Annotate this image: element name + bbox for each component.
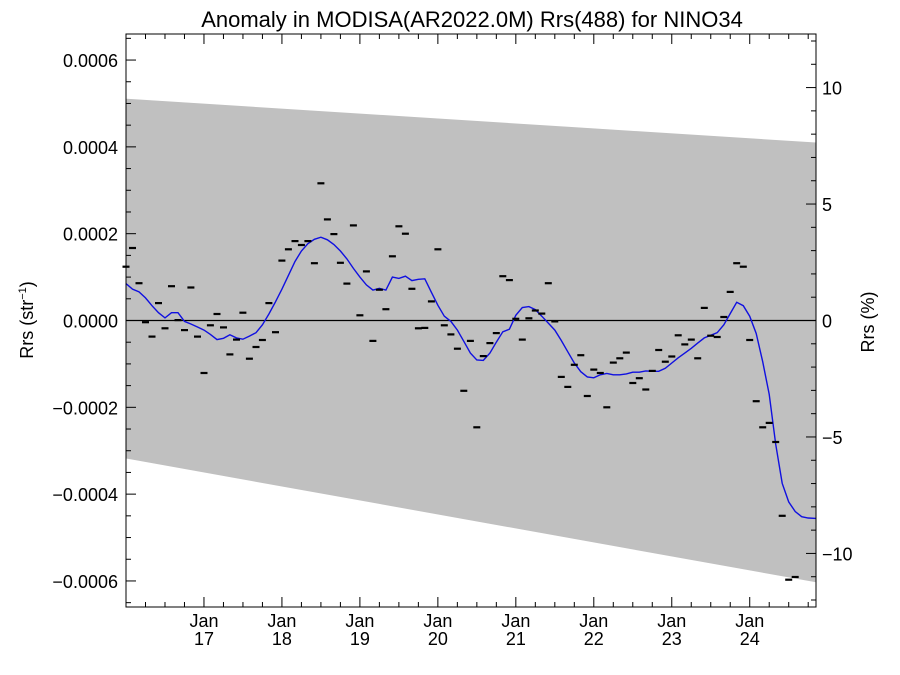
plot-area: 0.0006 0.0004 0.0002 0.0000 −0.0002 −0.0004 −0…	[52, 33, 853, 649]
y-axis-left-label-superscript: −1	[17, 287, 29, 300]
y-right-tick-label-4: −10	[822, 544, 853, 564]
y-left-tick-label-6: −0.0006	[52, 572, 118, 592]
chart-title: Anomaly in MODISA(AR2022.0M) Rrs(488) fo…	[201, 7, 743, 32]
running-mean-line	[125, 236, 817, 520]
x-tick-month-1: Jan	[267, 611, 296, 631]
y-axis-right-label: Rrs (%)	[858, 292, 878, 353]
y-axis-left-label: Rrs (str−1)	[17, 281, 37, 359]
x-tick-year-1: 18	[272, 629, 292, 649]
x-tick-month-4: Jan	[501, 611, 530, 631]
y-axis-left-label-close: )	[17, 281, 37, 287]
y-left-tick-label-5: −0.0004	[52, 485, 118, 505]
x-tick-month-5: Jan	[579, 611, 608, 631]
x-tick-month-6: Jan	[657, 611, 686, 631]
x-tick-month-7: Jan	[735, 611, 764, 631]
y-left-tick-label-3: 0.0000	[63, 312, 118, 332]
x-tick-month-2: Jan	[345, 611, 374, 631]
y-right-tick-label-0: 10	[822, 79, 842, 99]
x-tick-year-4: 21	[506, 629, 526, 649]
y-left-tick-label-2: 0.0002	[63, 225, 118, 245]
x-tick-year-3: 20	[428, 629, 448, 649]
x-tick-month-3: Jan	[423, 611, 452, 631]
x-tick-year-0: 17	[194, 629, 214, 649]
y-left-tick-label-1: 0.0004	[63, 138, 118, 158]
y-left-tick-label-4: −0.0002	[52, 398, 118, 418]
y-right-tick-label-2: 0	[822, 312, 832, 332]
x-tick-month-0: Jan	[189, 611, 218, 631]
x-tick-year-5: 22	[584, 629, 604, 649]
x-tick-year-6: 23	[662, 629, 682, 649]
y-axis-left-label-main: Rrs (str	[17, 300, 37, 359]
x-tick-year-2: 19	[350, 629, 370, 649]
y-left-tick-label-0: 0.0006	[63, 51, 118, 71]
y-right-tick-label-1: 5	[822, 195, 832, 215]
x-tick-year-7: 24	[740, 629, 760, 649]
y-right-tick-label-3: −5	[822, 428, 843, 448]
